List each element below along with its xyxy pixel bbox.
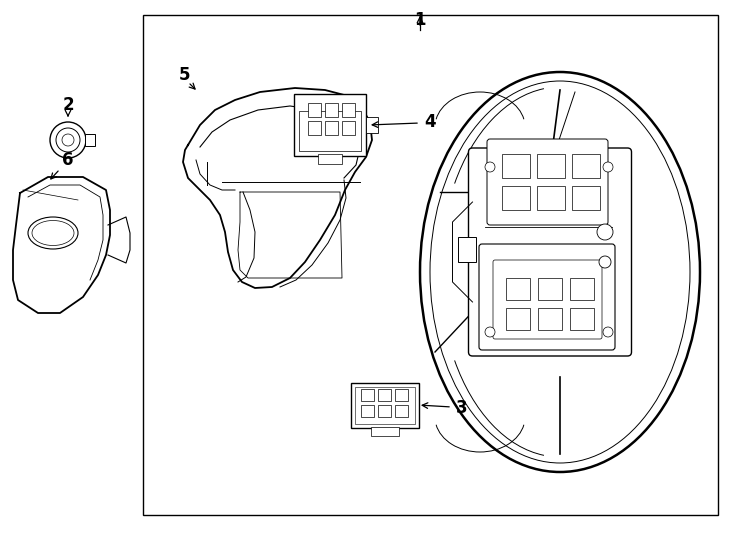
- Bar: [457, 237, 476, 262]
- Bar: [351, 382, 419, 428]
- Bar: [378, 389, 391, 401]
- Bar: [342, 103, 355, 117]
- FancyBboxPatch shape: [487, 139, 608, 225]
- Ellipse shape: [420, 72, 700, 472]
- Bar: [395, 405, 408, 417]
- Bar: [308, 103, 321, 117]
- Bar: [570, 308, 594, 330]
- Bar: [506, 278, 530, 300]
- Circle shape: [56, 128, 80, 152]
- Bar: [342, 121, 355, 135]
- Bar: [361, 389, 374, 401]
- Circle shape: [485, 327, 495, 337]
- FancyBboxPatch shape: [468, 148, 631, 356]
- Bar: [538, 308, 562, 330]
- Text: 2: 2: [62, 96, 74, 114]
- Ellipse shape: [28, 217, 78, 249]
- Bar: [537, 154, 565, 178]
- Circle shape: [603, 327, 613, 337]
- Bar: [325, 103, 338, 117]
- Ellipse shape: [32, 220, 74, 246]
- Bar: [361, 405, 374, 417]
- Bar: [355, 387, 415, 423]
- Bar: [318, 154, 342, 164]
- Circle shape: [62, 134, 74, 146]
- Bar: [143, 15, 718, 515]
- Text: 6: 6: [62, 151, 73, 169]
- Bar: [308, 121, 321, 135]
- Bar: [502, 186, 530, 210]
- Circle shape: [597, 224, 613, 240]
- Bar: [395, 389, 408, 401]
- Bar: [299, 111, 361, 151]
- Circle shape: [603, 162, 613, 172]
- Bar: [537, 186, 565, 210]
- Bar: [371, 427, 399, 435]
- Bar: [572, 186, 600, 210]
- Circle shape: [485, 162, 495, 172]
- Bar: [85, 134, 95, 146]
- FancyBboxPatch shape: [479, 244, 615, 350]
- Bar: [572, 154, 600, 178]
- Bar: [378, 405, 391, 417]
- Bar: [538, 278, 562, 300]
- Bar: [506, 308, 530, 330]
- Bar: [366, 117, 378, 133]
- Bar: [325, 121, 338, 135]
- Text: 1: 1: [414, 11, 426, 29]
- Bar: [570, 278, 594, 300]
- Bar: [294, 94, 366, 156]
- Text: 5: 5: [179, 66, 191, 84]
- Text: 4: 4: [424, 113, 436, 131]
- Text: 3: 3: [457, 399, 468, 417]
- Circle shape: [599, 256, 611, 268]
- Bar: [502, 154, 530, 178]
- FancyBboxPatch shape: [493, 260, 602, 339]
- Circle shape: [50, 122, 86, 158]
